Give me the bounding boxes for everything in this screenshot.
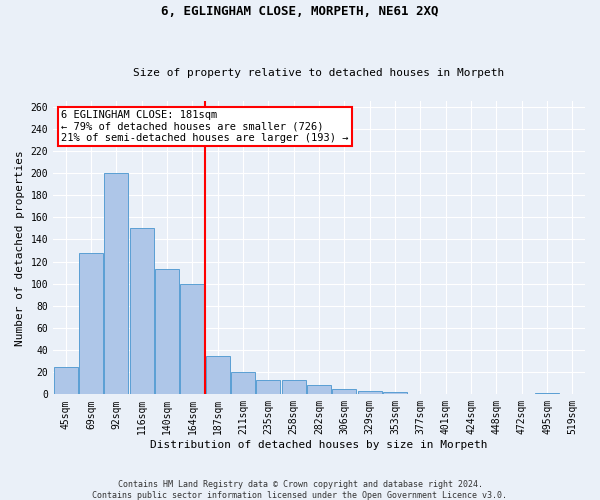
Bar <box>104 173 128 394</box>
Bar <box>130 228 154 394</box>
Bar <box>332 389 356 394</box>
Bar <box>307 386 331 394</box>
Bar <box>206 356 230 395</box>
Title: Size of property relative to detached houses in Morpeth: Size of property relative to detached ho… <box>133 68 505 78</box>
Bar <box>79 252 103 394</box>
Bar <box>281 380 306 394</box>
Text: Contains HM Land Registry data © Crown copyright and database right 2024.
Contai: Contains HM Land Registry data © Crown c… <box>92 480 508 500</box>
Bar <box>256 380 280 394</box>
Bar <box>535 393 559 394</box>
Bar <box>181 284 205 395</box>
Text: 6 EGLINGHAM CLOSE: 181sqm
← 79% of detached houses are smaller (726)
21% of semi: 6 EGLINGHAM CLOSE: 181sqm ← 79% of detac… <box>61 110 349 143</box>
X-axis label: Distribution of detached houses by size in Morpeth: Distribution of detached houses by size … <box>150 440 488 450</box>
Bar <box>358 391 382 394</box>
Bar <box>231 372 255 394</box>
Bar <box>53 366 78 394</box>
Bar <box>383 392 407 394</box>
Y-axis label: Number of detached properties: Number of detached properties <box>15 150 25 346</box>
Bar <box>155 270 179 394</box>
Text: 6, EGLINGHAM CLOSE, MORPETH, NE61 2XQ: 6, EGLINGHAM CLOSE, MORPETH, NE61 2XQ <box>161 5 439 18</box>
